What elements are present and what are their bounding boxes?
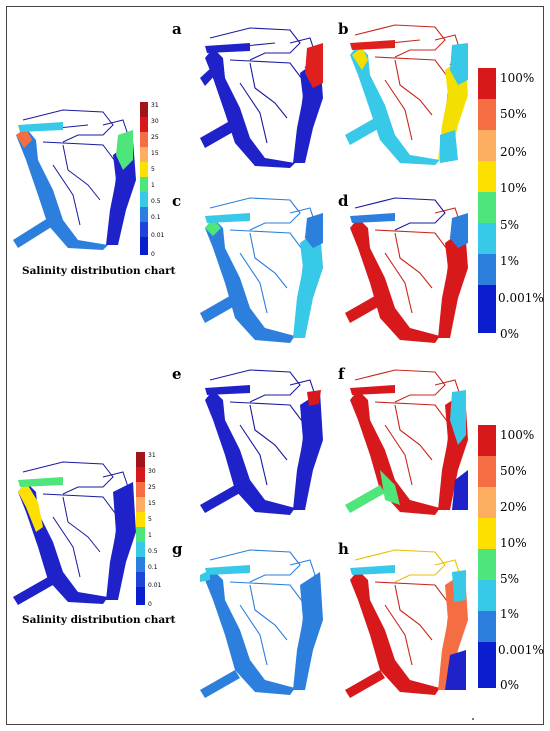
salinity-caption-2: Salinity distribution chart xyxy=(22,614,176,626)
stray-dot xyxy=(472,718,474,720)
panel-label-c: c xyxy=(172,192,182,210)
panel-e-map xyxy=(200,369,323,515)
panel-d-map xyxy=(345,197,468,343)
legend-top-tick-1: 50% xyxy=(500,107,527,121)
cb1-tick-8: 0.01 xyxy=(151,232,165,239)
legend-bottom-tick-3: 10% xyxy=(500,536,527,550)
cb1-tick-0: 31 xyxy=(151,102,159,109)
panel-label-a: a xyxy=(172,20,182,38)
cb1-tick-9: 0 xyxy=(151,251,155,258)
panel-label-d: d xyxy=(338,192,349,210)
legend-bottom-tick-2: 20% xyxy=(500,500,527,514)
panel-label-f: f xyxy=(338,365,345,383)
legend-bottom-tick-7: 0% xyxy=(500,678,519,692)
panel-label-h: h xyxy=(338,540,349,558)
legend-top-tick-4: 5% xyxy=(500,218,519,232)
legend-bottom-tick-5: 1% xyxy=(500,607,519,621)
legend-top-tick-3: 10% xyxy=(500,181,527,195)
legend-top-tick-7: 0% xyxy=(500,327,519,341)
legend-top-tick-5: 1% xyxy=(500,254,519,268)
percent-legend-top: 100% 50% 20% 10% 5% 1% 0.001% 0% xyxy=(478,68,544,341)
cb1-tick-3: 15 xyxy=(151,150,159,157)
salinity-colorbar-1: 31 30 25 15 5 1 0.5 0.1 0.01 0 xyxy=(140,102,165,258)
percent-legend-bottom: 100% 50% 20% 10% 5% 1% 0.001% 0% xyxy=(478,425,544,692)
figure-frame xyxy=(6,6,544,725)
legend-top-tick-0: 100% xyxy=(500,71,534,85)
legend-bottom-tick-4: 5% xyxy=(500,572,519,586)
panel-a-map xyxy=(200,27,323,168)
panel-g-map xyxy=(200,549,323,698)
panel-c-map xyxy=(200,197,323,343)
cb1-tick-2: 25 xyxy=(151,134,159,141)
cb2-tick-9: 0 xyxy=(148,601,152,608)
cb1-tick-5: 1 xyxy=(151,182,155,189)
panel-f-map xyxy=(345,369,468,515)
salinity-caption-1: Salinity distribution chart xyxy=(22,265,176,277)
cb2-tick-1: 30 xyxy=(148,468,156,475)
legend-top-tick-6: 0.001% xyxy=(498,291,544,305)
cb1-tick-6: 0.5 xyxy=(151,198,161,205)
cb2-tick-8: 0.01 xyxy=(148,582,162,589)
cb2-tick-3: 15 xyxy=(148,500,156,507)
cb2-tick-4: 5 xyxy=(148,516,152,523)
panel-b-map xyxy=(345,24,468,165)
cb2-tick-0: 31 xyxy=(148,452,156,459)
panel-label-b: b xyxy=(338,20,349,38)
salinity-colorbar-2: 31 30 25 15 5 1 0.5 0.1 0.01 0 xyxy=(136,452,162,608)
cb2-tick-6: 0.5 xyxy=(148,548,158,555)
cb1-tick-1: 30 xyxy=(151,118,159,125)
panel-label-g: g xyxy=(172,540,183,558)
panel-label-e: e xyxy=(172,365,182,383)
cb2-tick-2: 25 xyxy=(148,484,156,491)
cb1-tick-7: 0.1 xyxy=(151,214,161,221)
legend-bottom-tick-6: 0.001% xyxy=(498,643,544,657)
legend-bottom-tick-0: 100% xyxy=(500,428,534,442)
salinity-map-1 xyxy=(13,109,136,250)
panel-h-map xyxy=(345,549,468,698)
legend-bottom-tick-1: 50% xyxy=(500,464,527,478)
legend-top-tick-2: 20% xyxy=(500,145,527,159)
cb2-tick-7: 0.1 xyxy=(148,564,158,571)
cb1-tick-4: 5 xyxy=(151,166,155,173)
cb2-tick-5: 1 xyxy=(148,532,152,539)
salinity-map-2 xyxy=(13,461,136,605)
